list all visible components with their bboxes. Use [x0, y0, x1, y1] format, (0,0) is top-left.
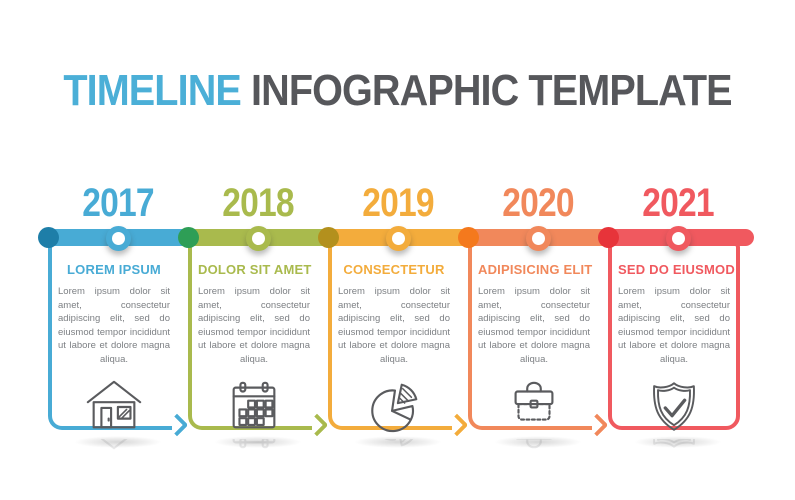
year-label: 2019 — [362, 181, 434, 225]
column-card: SED DO EIUSMOD Lorem ipsum dolor sit ame… — [610, 242, 738, 454]
timeline-pin — [105, 225, 131, 251]
card-heading: ADIPISICING ELIT — [478, 262, 593, 277]
timeline-node-dot — [37, 226, 59, 248]
card-body-text: Lorem ipsum dolor sit amet, consectetur … — [58, 286, 170, 365]
card-body-text: Lorem ipsum dolor sit amet, consectetur … — [338, 286, 450, 365]
timeline-node-dot — [177, 226, 199, 248]
page-title-highlight: TIMELINE — [63, 66, 241, 115]
icon-reflection — [618, 439, 730, 454]
timeline-pin — [385, 225, 411, 251]
column-card: CONSECTETUR Lorem ipsum dolor sit amet, … — [330, 242, 458, 454]
ground-shadow — [74, 436, 162, 448]
timeline-pin — [525, 225, 551, 251]
column-frame-arrow — [468, 242, 592, 430]
icon-reflection — [58, 439, 170, 454]
year-label: 2017 — [82, 181, 154, 225]
year-label: 2018 — [222, 181, 294, 225]
icon-reflection — [198, 439, 310, 454]
house-icon — [58, 376, 170, 438]
timeline-node-dot — [317, 226, 339, 248]
card-body-text: Lorem ipsum dolor sit amet, consectetur … — [478, 286, 590, 365]
card-body-text: Lorem ipsum dolor sit amet, consectetur … — [198, 286, 310, 365]
ground-shadow — [214, 436, 302, 448]
timeline-pin — [665, 225, 691, 251]
timeline-column-2017: 2017 LOREM IPSUM Lorem ipsum dolor sit a… — [37, 180, 196, 480]
column-card: DOLOR SIT AMET Lorem ipsum dolor sit ame… — [190, 242, 318, 454]
timeline-column-2020: 2020 ADIPISICING ELIT Lorem ipsum dolor … — [457, 180, 616, 480]
icon-reflection — [338, 439, 450, 454]
page-title: TIMELINE INFOGRAPHIC TEMPLATE — [40, 66, 756, 116]
ground-shadow — [354, 436, 442, 448]
column-card: ADIPISICING ELIT Lorem ipsum dolor sit a… — [470, 242, 598, 454]
shield-check-icon — [618, 376, 730, 438]
column-frame-arrow — [328, 242, 452, 430]
card-body-text: Lorem ipsum dolor sit amet, consectetur … — [618, 286, 730, 365]
year-label: 2021 — [642, 181, 714, 225]
column-card: LOREM IPSUM Lorem ipsum dolor sit amet, … — [50, 242, 178, 454]
timeline-column-2018: 2018 DOLOR SIT AMET Lorem ipsum dolor si… — [177, 180, 336, 480]
card-heading: CONSECTETUR — [343, 262, 445, 277]
timeline-pin — [245, 225, 271, 251]
timeline-column-2021: 2021 SED DO EIUSMOD Lorem ipsum dolor si… — [597, 180, 756, 480]
card-heading: DOLOR SIT AMET — [198, 262, 312, 277]
timeline-column-2019: 2019 CONSECTETUR Lorem ipsum dolor sit a… — [317, 180, 476, 480]
icon-reflection — [478, 439, 590, 454]
calendar-icon — [198, 376, 310, 438]
year-label: 2020 — [502, 181, 574, 225]
timeline-node-dot — [597, 226, 619, 248]
page-title-rest-text: INFOGRAPHIC TEMPLATE — [251, 66, 733, 115]
ground-shadow — [634, 436, 722, 448]
card-heading: LOREM IPSUM — [67, 262, 161, 277]
briefcase-icon — [478, 376, 590, 438]
timeline-node-dot — [457, 226, 479, 248]
card-heading: SED DO EIUSMOD — [618, 262, 735, 277]
pie-chart-icon — [338, 376, 450, 438]
ground-shadow — [494, 436, 582, 448]
